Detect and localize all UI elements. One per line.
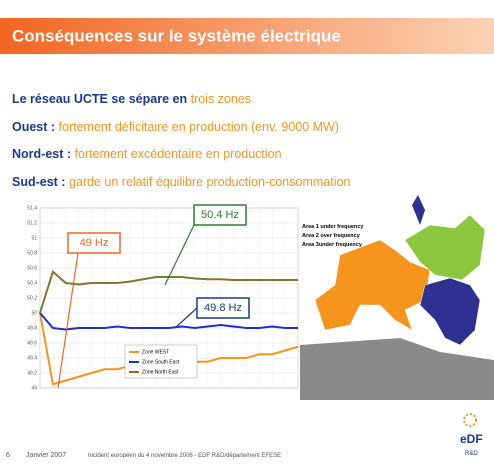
area-south-east: [419, 277, 481, 346]
y-tick-label: 51.4: [27, 205, 37, 211]
callout-box: [67, 232, 121, 254]
title: Conséquences sur le système électrique: [12, 26, 341, 45]
y-tick-label: 49: [31, 385, 37, 391]
area-north-east: [404, 214, 486, 281]
callout-arrow: [57, 252, 79, 389]
callout-arrow: [164, 224, 195, 286]
y-tick-label: 49.4: [27, 355, 37, 361]
callout-box: [193, 204, 247, 226]
header-bar: [0, 18, 494, 54]
bullet: Nord-est : fortement excédentaire en pro…: [12, 147, 282, 161]
map-legend: Area 3under frequency: [302, 242, 363, 248]
legend-label: Zone North East: [142, 369, 179, 375]
y-tick-label: 49.6: [27, 340, 37, 346]
map-legend: Area 2 over frequency: [302, 233, 361, 239]
y-tick-label: 50.2: [27, 295, 37, 301]
bullet-label: Ouest :: [12, 120, 55, 134]
y-tick-label: 49.8: [27, 325, 37, 331]
y-tick-label: 51.2: [27, 220, 37, 226]
series-line: [39, 312, 298, 331]
bullet-text: garde un relatif équilibre production-co…: [69, 175, 350, 189]
map: Area 1 under frequency Area 2 over frequ…: [300, 195, 494, 400]
logo-sub: R&D: [465, 451, 478, 457]
chart: 49 49.2 49.4 49.6 49.8 50 50.2 50.4 50.6 50.8 51 51…: [27, 204, 299, 391]
date: Janvier 2007: [26, 452, 66, 459]
map-legend: Area 1 under frequency: [302, 224, 364, 230]
y-tick-label: 50.8: [27, 250, 37, 256]
callout-label: 49 Hz: [80, 237, 109, 249]
legend-label: Zone South East: [142, 359, 180, 365]
legend-label: Zone WEST: [142, 349, 169, 355]
y-tick-label: 50.4: [27, 280, 37, 286]
callout-label: 49.8 Hz: [204, 302, 242, 314]
bullet-text: trois zones: [191, 92, 251, 106]
page-number: 6: [6, 452, 10, 459]
callout-label: 50.4 Hz: [201, 209, 239, 221]
y-tick-label: 50: [31, 310, 37, 316]
bullet: Ouest : fortement déficitaire en product…: [12, 120, 339, 134]
bullet-label: Nord-est :: [12, 147, 71, 161]
island: [412, 195, 425, 225]
y-tick-label: 50.6: [27, 265, 37, 271]
bullet-label: Le réseau UCTE se sépare en: [12, 92, 187, 106]
logo: eDF: [460, 432, 483, 446]
bullet-text: fortement excédentaire en production: [75, 147, 282, 161]
bullet: Le réseau UCTE se sépare en trois zones: [12, 92, 251, 106]
callout-arrow: [174, 307, 198, 329]
y-tick-label: 51: [31, 235, 37, 241]
bullet: Sud-est : garde un relatif équilibre pro…: [12, 175, 350, 189]
africa: [300, 338, 494, 400]
area-west: [314, 239, 431, 331]
y-tick-label: 49.2: [27, 370, 37, 376]
bullet-label: Sud-est :: [12, 175, 65, 189]
logo-mark: [463, 413, 477, 427]
caption: Incident européen du 4 novembre 2006 - E…: [88, 453, 281, 459]
bullet-text: fortement déficitaire en production (env…: [59, 120, 339, 134]
